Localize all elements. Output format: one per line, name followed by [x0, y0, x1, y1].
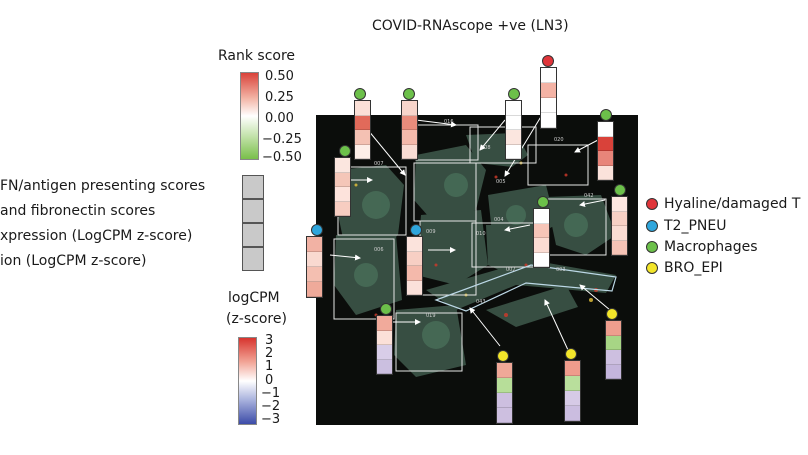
roi-label: 043 — [476, 299, 486, 305]
legend-label: T2_PNEU — [664, 218, 727, 234]
yellow-dot-icon — [646, 262, 658, 274]
roi-score-strip — [540, 67, 557, 129]
tissue-fluorescence-image: 016 008 020 007 005 004 042 006 009 010 … — [316, 115, 638, 425]
row-label: and fibronectin scores — [0, 203, 156, 219]
roi-label: 003 — [556, 267, 566, 273]
legend-item-bro-epi: BRO_EPI — [646, 260, 723, 276]
legend-label: Macrophages — [664, 239, 758, 255]
macrophages-marker — [339, 145, 351, 157]
roi-label: 042 — [584, 193, 594, 199]
rank-tick: −0.25 — [262, 132, 302, 147]
roi-label: 010 — [476, 231, 486, 237]
logcpm-tick: −3 — [261, 412, 281, 427]
bro-epi-marker — [606, 308, 618, 320]
logcpm-title: logCPM — [228, 290, 280, 306]
roi-label: 008 — [481, 145, 491, 151]
rank-score-title: Rank score — [218, 48, 296, 64]
legend-item-hyaline: Hyaline/damaged T — [646, 196, 800, 212]
legend-gray-cell — [242, 199, 264, 223]
row-label: xpression (LogCPM z-score) — [0, 228, 193, 244]
roi-score-strip — [533, 208, 550, 268]
macrophages-marker — [403, 88, 415, 100]
roi-score-strip — [401, 100, 418, 160]
bro-epi-marker — [497, 350, 509, 362]
rank-tick: 0.50 — [265, 69, 294, 84]
green-dot-icon — [646, 241, 658, 253]
logcpm-tick: 2 — [265, 346, 274, 361]
roi-label: 020 — [554, 137, 564, 143]
legend-label: Hyaline/damaged T — [664, 196, 801, 212]
roi-score-strip — [306, 236, 323, 298]
rank-score-colorbar — [240, 72, 259, 160]
roi-label: 005 — [496, 179, 506, 185]
macrophages-marker — [600, 109, 612, 121]
logcpm-tick: −1 — [261, 386, 281, 401]
bro-epi-marker — [565, 348, 577, 360]
roi-score-strip — [611, 196, 628, 256]
roi-label: 009 — [426, 229, 436, 235]
roi-score-strip — [334, 157, 351, 217]
logcpm-subtitle: (z-score) — [226, 311, 287, 327]
macrophages-marker — [508, 88, 520, 100]
roi-label: 006 — [374, 247, 384, 253]
rank-tick: 0.00 — [265, 111, 294, 126]
roi-score-strip — [406, 236, 423, 296]
roi-label: 007 — [374, 161, 384, 167]
t2-pneu-marker — [311, 224, 323, 236]
legend-item-t2-pneu: T2_PNEU — [646, 218, 726, 234]
roi-score-strip — [354, 100, 371, 160]
legend-item-macrophages: Macrophages — [646, 239, 758, 255]
roi-score-strip — [505, 100, 522, 160]
blue-dot-icon — [646, 220, 658, 232]
roi-label: 019 — [426, 313, 436, 319]
row-label: FN/antigen presenting scores — [0, 178, 206, 194]
legend-gray-cell — [242, 223, 264, 247]
roi-score-strip — [564, 360, 581, 422]
roi-label: 016 — [444, 119, 454, 125]
macrophages-marker — [537, 196, 549, 208]
logcpm-colorbar — [238, 337, 257, 425]
macrophages-marker — [380, 303, 392, 315]
logcpm-tick: 0 — [265, 373, 274, 388]
roi-label: 004 — [494, 217, 504, 223]
legend-label: BRO_EPI — [664, 260, 723, 276]
legend-gray-cell — [242, 175, 264, 199]
t2-pneu-marker — [410, 224, 422, 236]
logcpm-tick: −2 — [261, 399, 281, 414]
red-dot-icon — [646, 198, 658, 210]
row-label: ion (LogCPM z-score) — [0, 253, 147, 269]
roi-score-strip — [605, 320, 622, 380]
roi-label: 002 — [506, 267, 516, 273]
macrophages-marker — [614, 184, 626, 196]
figure-title: COVID-RNAscope +ve (LN3) — [372, 18, 569, 34]
roi-score-strip — [597, 121, 614, 181]
rank-tick: 0.25 — [265, 90, 294, 105]
logcpm-tick: 3 — [265, 333, 274, 348]
rank-tick: −0.50 — [262, 150, 302, 165]
roi-score-strip — [376, 315, 393, 375]
macrophages-marker — [354, 88, 366, 100]
legend-gray-cell — [242, 247, 264, 271]
hyaline-marker — [542, 55, 554, 67]
roi-score-strip — [496, 362, 513, 424]
logcpm-tick: 1 — [265, 359, 274, 374]
